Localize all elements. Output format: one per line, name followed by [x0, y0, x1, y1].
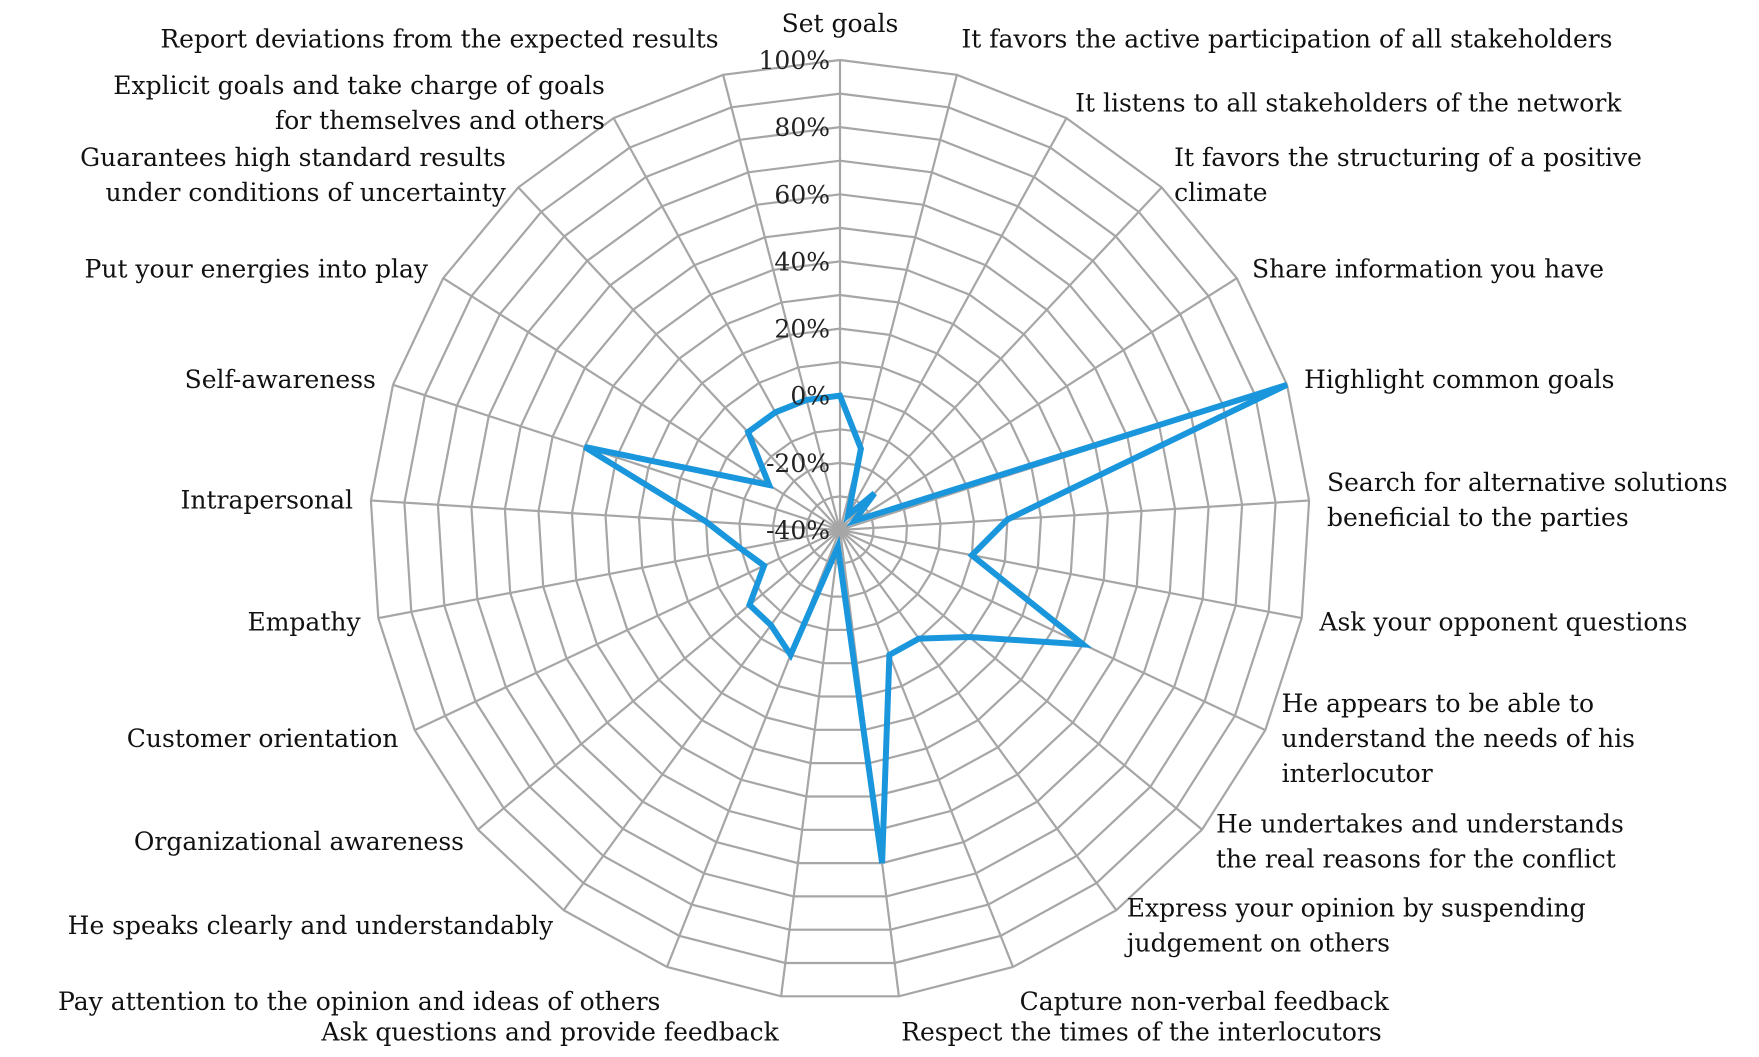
category-label: Capture non-verbal feedback	[1020, 987, 1390, 1016]
grid-ring-5	[637, 327, 1043, 731]
grid-ring-9	[503, 193, 1177, 865]
radial-tick-labels: -40% -20% 0% 20% 40% 60% 80% 100%	[759, 46, 830, 545]
tick-label: 80%	[774, 113, 830, 142]
spoke-16	[477, 529, 841, 831]
spoke-10	[839, 529, 1118, 911]
category-label: Intrapersonal	[180, 485, 353, 514]
category-label: Customer orientation	[127, 724, 399, 753]
tick-label: 60%	[774, 180, 830, 209]
category-label: Organizational awareness	[134, 827, 464, 856]
category-label: Ask questions and provide feedback	[320, 1017, 779, 1046]
radar-grid	[369, 58, 1311, 998]
category-label: Guarantees high standard results under co…	[80, 143, 507, 207]
spoke-24	[722, 74, 842, 531]
category-label: It listens to all stakeholders of the ne…	[1075, 88, 1622, 117]
category-label: Set goals	[782, 9, 899, 38]
category-label: Highlight common goals	[1304, 365, 1614, 394]
category-label: It favors the structuring of a positive c…	[1174, 143, 1642, 207]
category-label: It favors the active participation of al…	[961, 25, 1612, 54]
tick-label: 100%	[759, 46, 830, 75]
category-label: Pay attention to the opinion and ideas o…	[58, 987, 660, 1016]
tick-label: -20%	[766, 449, 830, 478]
category-label: Self-awareness	[185, 365, 376, 394]
grid-ring-12	[403, 92, 1277, 965]
radar-series	[583, 381, 1289, 864]
grid-ring-11	[436, 125, 1244, 931]
grid-ring-13	[369, 58, 1311, 998]
category-label: He speaks clearly and understandably	[68, 911, 554, 940]
grid-ring-3	[704, 394, 976, 665]
tick-label: 40%	[774, 247, 830, 276]
spoke-9	[839, 529, 1203, 831]
category-label: Report deviations from the expected resu…	[160, 25, 718, 54]
spoke-17	[414, 529, 841, 732]
category-label: He appears to be able to understand the n…	[1282, 689, 1635, 788]
grid-ring-6	[604, 293, 1076, 765]
spoke-3	[839, 186, 1163, 531]
radar-spokes	[370, 60, 1310, 997]
category-label: Explicit goals and take charge of goals f…	[113, 71, 605, 135]
spoke-8	[839, 529, 1266, 732]
spoke-22	[517, 186, 841, 531]
grid-ring-4	[671, 360, 1009, 698]
spoke-23	[612, 117, 841, 531]
spoke-4	[839, 277, 1238, 531]
category-label: Empathy	[247, 607, 361, 636]
spoke-2	[839, 117, 1068, 531]
spoke-6	[839, 499, 1310, 532]
tick-label: -40%	[766, 516, 830, 545]
spoke-21	[442, 277, 841, 531]
category-label: Share information you have	[1252, 255, 1604, 284]
category-label: Ask your opponent questions	[1318, 607, 1687, 636]
grid-ring-10	[470, 159, 1210, 898]
series-line-0	[583, 381, 1289, 864]
grid-ring-1	[771, 461, 909, 598]
category-label: Respect the times of the interlocutors	[901, 1017, 1382, 1046]
spoke-20	[392, 383, 841, 532]
spoke-7	[839, 528, 1302, 620]
tick-label: 0%	[790, 382, 830, 411]
category-label: Put your energies into play	[85, 255, 429, 284]
spoke-18	[378, 528, 841, 620]
category-label: He undertakes and understands the real re…	[1216, 810, 1624, 874]
category-label: Express your opinion by suspending judgem…	[1124, 893, 1586, 957]
spoke-11	[838, 529, 1015, 968]
category-labels: Set goals It favors the active participat…	[58, 9, 1728, 1046]
spoke-15	[562, 529, 841, 911]
grid-ring-8	[537, 226, 1143, 831]
spoke-19	[370, 499, 841, 532]
category-label: Search for alternative solutions benefici…	[1327, 468, 1728, 532]
spoke-13	[780, 529, 842, 997]
tick-label: 20%	[774, 315, 830, 344]
grid-ring-7	[570, 260, 1110, 798]
